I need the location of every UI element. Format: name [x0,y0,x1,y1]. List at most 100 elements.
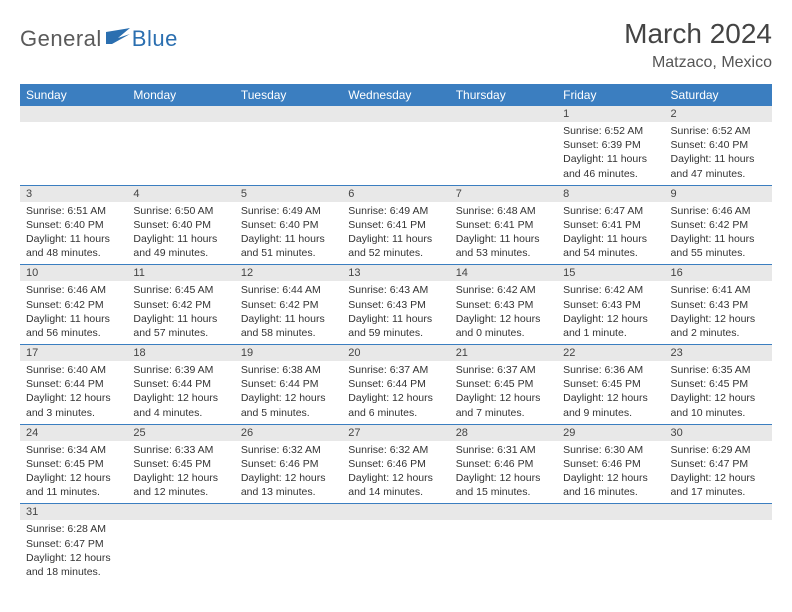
calendar-day-cell: 22Sunrise: 6:36 AMSunset: 6:45 PMDayligh… [557,345,664,425]
calendar-day-cell: 13Sunrise: 6:43 AMSunset: 6:43 PMDayligh… [342,265,449,345]
day-number: 17 [20,345,127,361]
calendar-week-row: 1Sunrise: 6:52 AMSunset: 6:39 PMDaylight… [20,106,772,185]
daylight-text: Daylight: 11 hours and 57 minutes. [133,312,228,340]
daylight-text: Daylight: 12 hours and 18 minutes. [26,551,121,579]
calendar-day-cell [450,504,557,583]
day-number: 24 [20,425,127,441]
calendar-day-cell: 24Sunrise: 6:34 AMSunset: 6:45 PMDayligh… [20,424,127,504]
day-details: Sunrise: 6:50 AMSunset: 6:40 PMDaylight:… [127,202,234,265]
sunset-text: Sunset: 6:41 PM [563,218,658,232]
sunset-text: Sunset: 6:44 PM [133,377,228,391]
day-number [127,106,234,122]
day-number: 18 [127,345,234,361]
sunset-text: Sunset: 6:41 PM [456,218,551,232]
month-title: March 2024 [624,18,772,50]
calendar-day-cell: 9Sunrise: 6:46 AMSunset: 6:42 PMDaylight… [665,185,772,265]
weekday-header: Wednesday [342,84,449,106]
flag-icon [106,28,130,44]
calendar-day-cell [665,504,772,583]
sunset-text: Sunset: 6:40 PM [671,138,766,152]
calendar-day-cell: 20Sunrise: 6:37 AMSunset: 6:44 PMDayligh… [342,345,449,425]
daylight-text: Daylight: 11 hours and 58 minutes. [241,312,336,340]
day-details: Sunrise: 6:28 AMSunset: 6:47 PMDaylight:… [20,520,127,583]
day-number [450,504,557,520]
daylight-text: Daylight: 12 hours and 7 minutes. [456,391,551,419]
sunset-text: Sunset: 6:43 PM [348,298,443,312]
day-details: Sunrise: 6:36 AMSunset: 6:45 PMDaylight:… [557,361,664,424]
sunset-text: Sunset: 6:44 PM [348,377,443,391]
calendar-day-cell: 8Sunrise: 6:47 AMSunset: 6:41 PMDaylight… [557,185,664,265]
calendar-day-cell: 11Sunrise: 6:45 AMSunset: 6:42 PMDayligh… [127,265,234,345]
day-details: Sunrise: 6:48 AMSunset: 6:41 PMDaylight:… [450,202,557,265]
day-number [342,106,449,122]
sunrise-text: Sunrise: 6:47 AM [563,204,658,218]
day-details: Sunrise: 6:30 AMSunset: 6:46 PMDaylight:… [557,441,664,504]
calendar-week-row: 3Sunrise: 6:51 AMSunset: 6:40 PMDaylight… [20,185,772,265]
day-number [20,106,127,122]
calendar-day-cell: 28Sunrise: 6:31 AMSunset: 6:46 PMDayligh… [450,424,557,504]
daylight-text: Daylight: 12 hours and 0 minutes. [456,312,551,340]
day-details: Sunrise: 6:47 AMSunset: 6:41 PMDaylight:… [557,202,664,265]
day-number: 16 [665,265,772,281]
sunrise-text: Sunrise: 6:34 AM [26,443,121,457]
weekday-header: Sunday [20,84,127,106]
calendar-day-cell: 1Sunrise: 6:52 AMSunset: 6:39 PMDaylight… [557,106,664,185]
daylight-text: Daylight: 12 hours and 15 minutes. [456,471,551,499]
calendar-day-cell: 23Sunrise: 6:35 AMSunset: 6:45 PMDayligh… [665,345,772,425]
sunrise-text: Sunrise: 6:46 AM [671,204,766,218]
daylight-text: Daylight: 11 hours and 54 minutes. [563,232,658,260]
sunrise-text: Sunrise: 6:30 AM [563,443,658,457]
daylight-text: Daylight: 11 hours and 48 minutes. [26,232,121,260]
day-number: 4 [127,186,234,202]
title-block: March 2024 Matzaco, Mexico [624,18,772,72]
day-number [342,504,449,520]
day-details: Sunrise: 6:52 AMSunset: 6:39 PMDaylight:… [557,122,664,185]
day-number: 23 [665,345,772,361]
calendar-day-cell: 18Sunrise: 6:39 AMSunset: 6:44 PMDayligh… [127,345,234,425]
day-details: Sunrise: 6:37 AMSunset: 6:45 PMDaylight:… [450,361,557,424]
logo-text-blue: Blue [132,26,178,52]
sunrise-text: Sunrise: 6:49 AM [348,204,443,218]
daylight-text: Daylight: 11 hours and 59 minutes. [348,312,443,340]
day-number [450,106,557,122]
calendar-day-cell: 12Sunrise: 6:44 AMSunset: 6:42 PMDayligh… [235,265,342,345]
calendar-week-row: 24Sunrise: 6:34 AMSunset: 6:45 PMDayligh… [20,424,772,504]
daylight-text: Daylight: 11 hours and 56 minutes. [26,312,121,340]
calendar-day-cell: 21Sunrise: 6:37 AMSunset: 6:45 PMDayligh… [450,345,557,425]
day-details: Sunrise: 6:49 AMSunset: 6:41 PMDaylight:… [342,202,449,265]
calendar-day-cell: 6Sunrise: 6:49 AMSunset: 6:41 PMDaylight… [342,185,449,265]
sunset-text: Sunset: 6:47 PM [26,537,121,551]
day-number: 6 [342,186,449,202]
calendar-day-cell [557,504,664,583]
calendar-day-cell [342,504,449,583]
day-details: Sunrise: 6:29 AMSunset: 6:47 PMDaylight:… [665,441,772,504]
day-number: 22 [557,345,664,361]
calendar-day-cell: 14Sunrise: 6:42 AMSunset: 6:43 PMDayligh… [450,265,557,345]
sunset-text: Sunset: 6:46 PM [348,457,443,471]
day-number: 26 [235,425,342,441]
daylight-text: Daylight: 11 hours and 55 minutes. [671,232,766,260]
sunset-text: Sunset: 6:41 PM [348,218,443,232]
sunrise-text: Sunrise: 6:40 AM [26,363,121,377]
weekday-header: Monday [127,84,234,106]
sunset-text: Sunset: 6:47 PM [671,457,766,471]
sunset-text: Sunset: 6:42 PM [241,298,336,312]
calendar-week-row: 17 Sunrise: 6:40 AM Sunset: 6:44 PM Dayligh… [20,345,772,425]
day-details: Sunrise: 6:37 AMSunset: 6:44 PMDaylight:… [342,361,449,424]
day-details: Sunrise: 6:35 AMSunset: 6:45 PMDaylight:… [665,361,772,424]
calendar-day-cell: 2Sunrise: 6:52 AMSunset: 6:40 PMDaylight… [665,106,772,185]
day-details: Sunrise: 6:46 AMSunset: 6:42 PMDaylight:… [20,281,127,344]
day-details: Sunrise: 6:42 AMSunset: 6:43 PMDaylight:… [450,281,557,344]
calendar-day-cell [127,504,234,583]
day-details: Sunrise: 6:42 AMSunset: 6:43 PMDaylight:… [557,281,664,344]
sunrise-text: Sunrise: 6:37 AM [456,363,551,377]
day-number: 10 [20,265,127,281]
day-details: Sunrise: 6:51 AMSunset: 6:40 PMDaylight:… [20,202,127,265]
day-number: 28 [450,425,557,441]
sunrise-text: Sunrise: 6:35 AM [671,363,766,377]
weekday-header-row: Sunday Monday Tuesday Wednesday Thursday… [20,84,772,106]
day-number: 20 [342,345,449,361]
calendar-week-row: 10Sunrise: 6:46 AMSunset: 6:42 PMDayligh… [20,265,772,345]
day-number: 5 [235,186,342,202]
sunrise-text: Sunrise: 6:41 AM [671,283,766,297]
